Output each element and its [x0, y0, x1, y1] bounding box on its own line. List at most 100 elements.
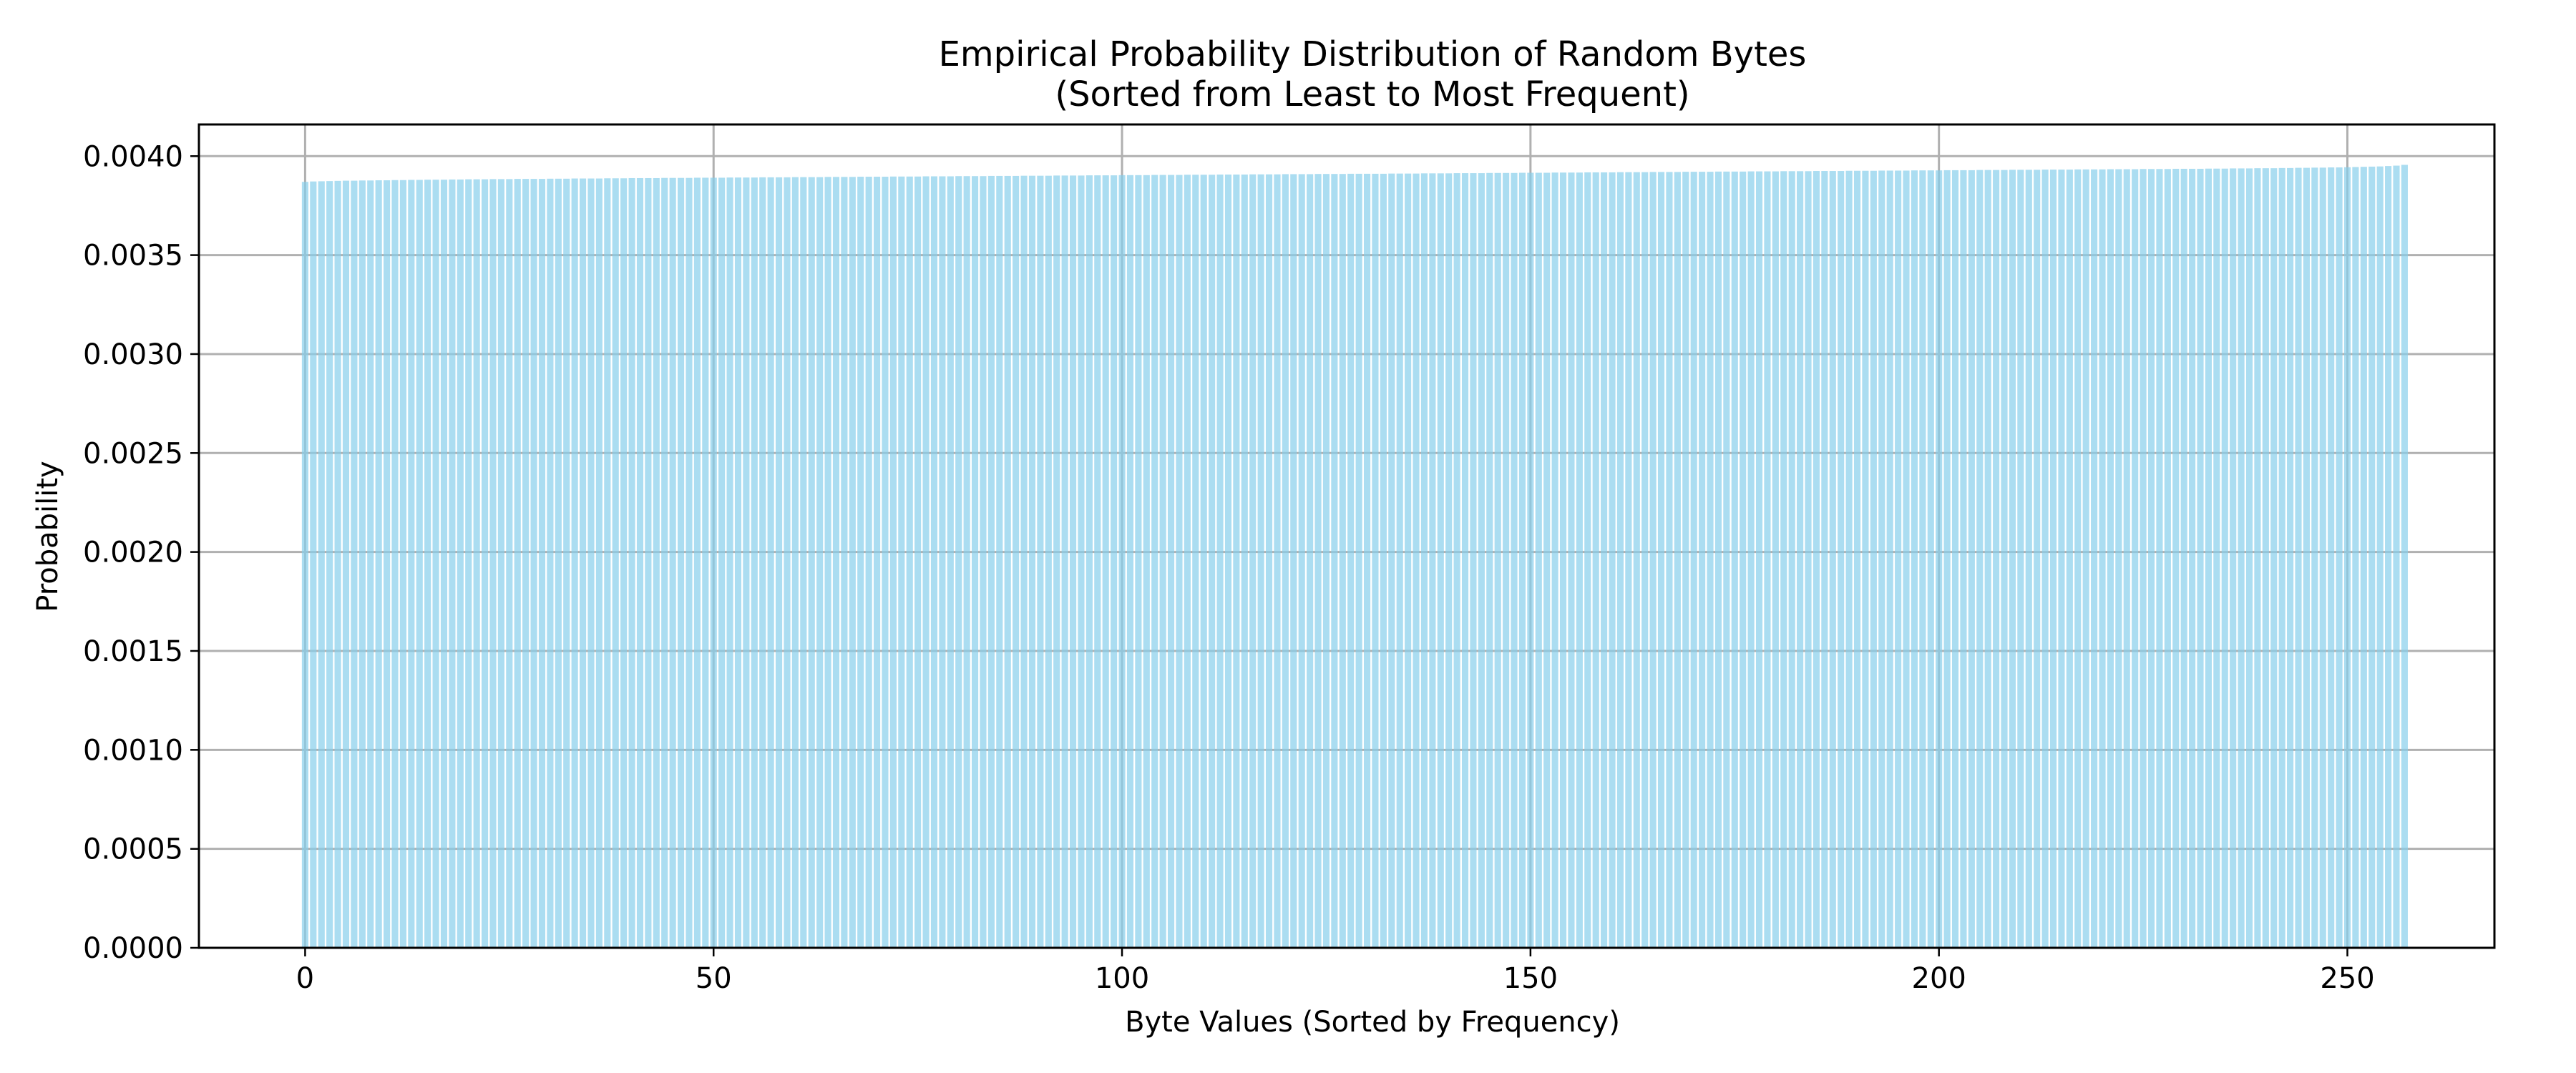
bar-38	[612, 178, 619, 948]
bar-55	[751, 177, 758, 948]
bar-127	[1339, 174, 1346, 949]
bar-187	[1829, 171, 1836, 949]
bar-182	[1788, 171, 1795, 948]
bar-83	[980, 176, 987, 948]
bar-39	[620, 178, 628, 948]
chart-title: Empirical Probability Distribution of Ra…	[939, 34, 1807, 74]
y-tick-label-3: 0.0015	[83, 635, 183, 668]
bar-236	[2230, 168, 2237, 948]
bar-13	[408, 180, 415, 948]
bar-135	[1405, 173, 1412, 948]
bar-221	[2107, 169, 2114, 949]
bar-214	[2049, 170, 2057, 949]
bar-195	[1895, 170, 1902, 949]
y-axis-label: Probability	[31, 461, 64, 612]
bar-144	[1478, 173, 1485, 948]
bar-243	[2287, 167, 2294, 948]
bar-64	[824, 177, 831, 948]
bar-206	[1984, 170, 1991, 949]
bar-197	[1911, 170, 1918, 948]
bar-95	[1078, 175, 1085, 948]
bar-78	[939, 176, 946, 949]
bar-101	[1126, 175, 1134, 948]
bar-92	[1053, 175, 1060, 948]
bar-198	[1919, 170, 1926, 948]
bar-126	[1331, 174, 1338, 949]
bar-152	[1543, 172, 1551, 948]
bar-250	[2343, 167, 2351, 949]
bar-63	[816, 177, 824, 948]
bar-235	[2221, 168, 2228, 949]
bar-85	[996, 175, 1003, 948]
y-tick-label-2: 0.0010	[83, 734, 183, 767]
bar-196	[1903, 170, 1910, 949]
bar-151	[1535, 172, 1542, 948]
bar-175	[1731, 171, 1738, 949]
bar-237	[2238, 168, 2245, 948]
bar-170	[1690, 172, 1697, 948]
bar-137	[1420, 173, 1428, 949]
bar-160	[1609, 172, 1616, 948]
bar-0	[301, 182, 308, 948]
bar-26	[514, 179, 521, 948]
bar-57	[767, 177, 774, 949]
bar-171	[1699, 172, 1706, 948]
bar-234	[2213, 168, 2220, 949]
x-tick-label-3: 150	[1503, 962, 1558, 995]
bar-28	[530, 179, 537, 948]
bar-141	[1453, 173, 1460, 948]
bar-65	[832, 177, 840, 948]
bar-169	[1682, 172, 1689, 948]
bar-211	[2025, 170, 2032, 948]
bar-87	[1013, 175, 1020, 948]
bar-18	[449, 179, 456, 949]
bar-29	[538, 179, 546, 948]
bars	[301, 165, 2408, 949]
x-tick-label-1: 50	[696, 962, 732, 995]
bar-105	[1159, 175, 1166, 949]
axis-ticks: 0 50 100 150 200 250 0.0000 0.0005 0.0010 0.0015 0…	[83, 140, 2375, 995]
bar-10	[384, 180, 391, 948]
bar-70	[873, 177, 881, 949]
bar-84	[987, 175, 995, 948]
bar-54	[743, 177, 750, 948]
bar-244	[2295, 167, 2302, 948]
bar-183	[1797, 171, 1804, 948]
bar-181	[1780, 171, 1787, 948]
bar-6	[351, 180, 358, 948]
bar-238	[2245, 168, 2253, 948]
bar-3	[326, 181, 333, 949]
bar-173	[1714, 171, 1722, 949]
bar-15	[424, 180, 431, 949]
bar-159	[1601, 172, 1608, 948]
bar-31	[555, 178, 562, 949]
bar-164	[1641, 172, 1649, 948]
bar-50	[710, 177, 717, 949]
bar-251	[2352, 167, 2359, 948]
bar-131	[1372, 173, 1379, 948]
bar-255	[2385, 166, 2392, 948]
bar-241	[2270, 168, 2278, 949]
bar-4	[334, 180, 341, 948]
bar-89	[1028, 175, 1036, 949]
bar-200	[1936, 170, 1943, 948]
bar-79	[947, 176, 954, 949]
bar-207	[1993, 170, 2000, 949]
bar-121	[1290, 174, 1297, 948]
bar-107	[1176, 175, 1183, 949]
bar-113	[1224, 175, 1232, 948]
bar-19	[457, 179, 464, 949]
bar-254	[2376, 166, 2384, 948]
x-tick-label-0: 0	[296, 962, 314, 995]
bar-69	[865, 177, 872, 949]
bar-247	[2319, 167, 2326, 948]
bar-185	[1813, 171, 1820, 949]
bar-123	[1307, 174, 1314, 948]
bar-209	[2009, 170, 2016, 948]
bar-102	[1135, 175, 1142, 948]
bar-77	[930, 176, 938, 949]
bar-33	[571, 178, 578, 948]
bar-133	[1388, 173, 1395, 948]
bar-7	[358, 180, 366, 948]
bar-103	[1143, 175, 1150, 948]
